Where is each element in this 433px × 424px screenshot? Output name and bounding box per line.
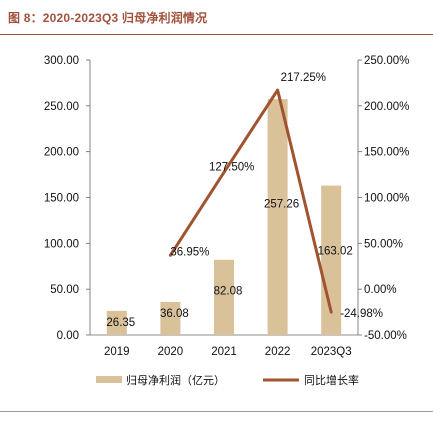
right-tick-label: 150.00%	[364, 147, 409, 159]
line-value-label: 217.25%	[281, 72, 326, 84]
bar-value-label: 163.02	[318, 245, 353, 257]
line-value-label: -24.98%	[340, 308, 383, 320]
right-tick-label: -50.00%	[364, 330, 407, 342]
right-tick-label: 100.00%	[364, 193, 409, 205]
x-tick-label: 2021	[211, 346, 237, 358]
title-divider	[0, 34, 433, 35]
bar	[214, 259, 234, 335]
left-tick-label: 100.00	[44, 238, 79, 250]
x-tick-label: 2019	[104, 346, 130, 358]
bar	[106, 310, 127, 335]
x-tick-label: 2023Q3	[311, 346, 352, 358]
left-tick-label: 50.00	[50, 284, 79, 296]
legend-bar-swatch	[96, 376, 122, 383]
right-tick-label: 200.00%	[364, 101, 409, 113]
left-tick-label: 0.00	[57, 330, 79, 342]
bar-value-label: 26.35	[106, 317, 135, 329]
right-tick-label: 0.00%	[364, 284, 397, 296]
x-tick-label: 2022	[265, 346, 291, 358]
line-value-label: 36.95%	[170, 246, 209, 258]
bar-value-label: 36.08	[160, 308, 189, 320]
bar-value-label: 82.08	[214, 285, 243, 297]
footer-divider	[0, 411, 433, 412]
bar	[160, 301, 181, 335]
right-tick-label: 250.00%	[364, 55, 409, 67]
bar-value-label: 257.26	[264, 199, 299, 211]
figure-title: 图 8：2020-2023Q3 归母净利润情况	[8, 11, 208, 25]
legend-bar-label: 归母净利润（亿元）	[126, 373, 225, 387]
bar	[267, 99, 288, 335]
left-tick-label: 300.00	[44, 55, 79, 67]
x-tick-label: 2020	[158, 346, 184, 358]
right-tick-label: 50.00%	[364, 238, 403, 250]
left-tick-label: 250.00	[44, 101, 79, 113]
line-value-label: 127.50%	[209, 161, 254, 173]
growth-rate-line	[168, 88, 333, 314]
left-tick-label: 200.00	[44, 147, 79, 159]
left-tick-label: 150.00	[44, 193, 79, 205]
legend-line-label: 同比增长率	[304, 373, 359, 387]
